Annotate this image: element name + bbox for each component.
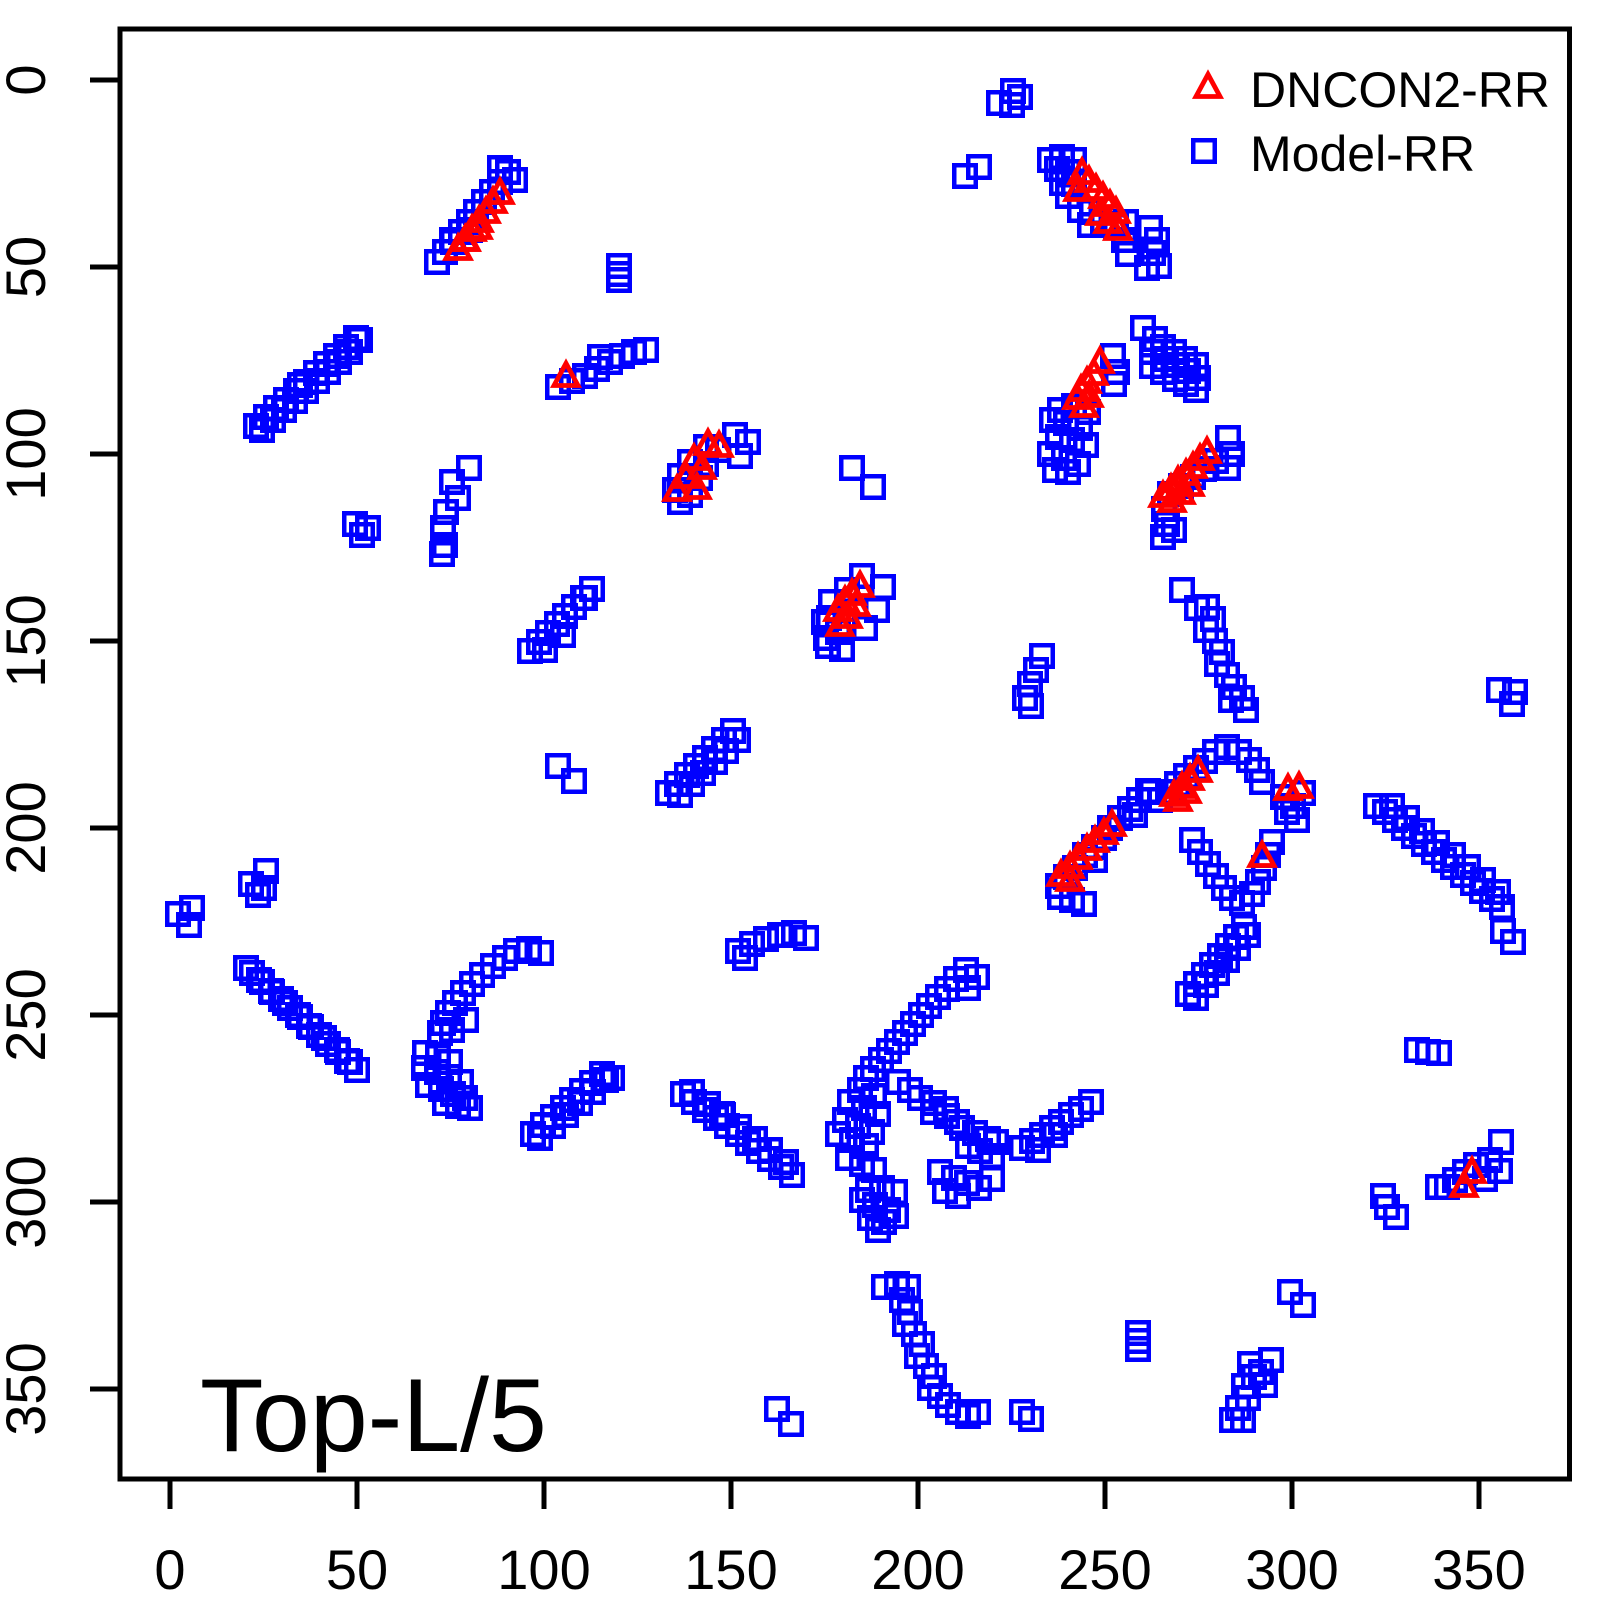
svg-text:0: 0: [154, 1538, 185, 1600]
svg-text:100: 100: [0, 407, 57, 500]
svg-text:250: 250: [1058, 1538, 1151, 1600]
svg-text:350: 350: [1432, 1538, 1525, 1600]
svg-text:250: 250: [0, 968, 57, 1061]
svg-text:50: 50: [326, 1538, 388, 1600]
svg-text:200: 200: [871, 1538, 964, 1600]
svg-text:150: 150: [0, 594, 57, 687]
svg-text:50: 50: [0, 236, 57, 298]
svg-text:100: 100: [497, 1538, 590, 1600]
svg-text:0: 0: [0, 64, 57, 95]
svg-text:Model-RR: Model-RR: [1250, 126, 1475, 182]
svg-text:300: 300: [0, 1155, 57, 1248]
svg-text:Top-L/5: Top-L/5: [200, 1358, 547, 1474]
svg-text:DNCON2-RR: DNCON2-RR: [1250, 62, 1550, 118]
svg-text:200: 200: [0, 781, 57, 874]
svg-text:300: 300: [1245, 1538, 1338, 1600]
svg-text:350: 350: [0, 1342, 57, 1435]
svg-text:150: 150: [684, 1538, 777, 1600]
